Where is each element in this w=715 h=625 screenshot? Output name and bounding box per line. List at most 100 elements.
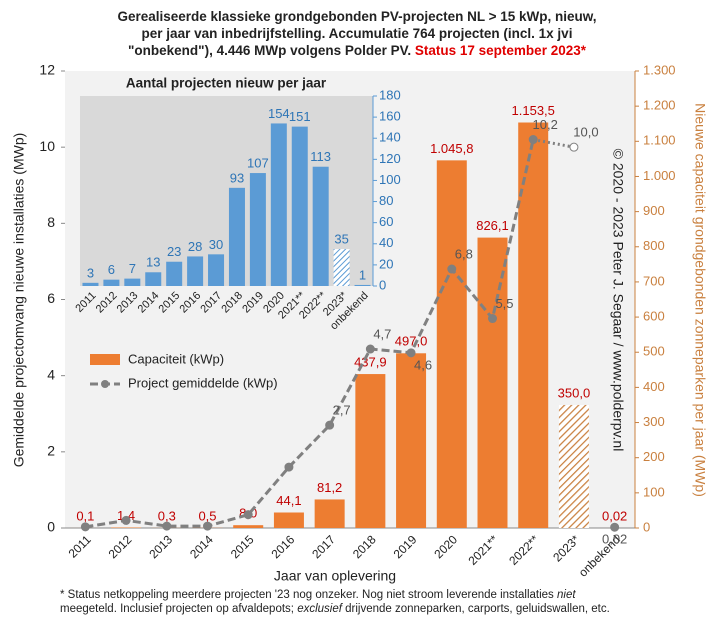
line-marker xyxy=(121,515,131,525)
inset-bar xyxy=(228,187,245,286)
y2-tick-label: 400 xyxy=(643,379,665,394)
inset-bar xyxy=(145,272,162,286)
x-tick-label: 2019 xyxy=(391,532,420,561)
inset-y-tick-label: 40 xyxy=(379,235,393,250)
bar-value-label: 44,1 xyxy=(276,493,301,508)
bar xyxy=(355,374,386,528)
y2-tick-label: 500 xyxy=(643,344,665,359)
footnote: meegeteld. Inclusief projecten op afvald… xyxy=(60,603,610,615)
y2-tick-label: 800 xyxy=(643,238,665,253)
inset-y-tick-label: 0 xyxy=(379,277,386,292)
bar-value-label: 1,4 xyxy=(117,508,135,523)
line-value-label: 10,2 xyxy=(533,117,558,132)
legend-swatch xyxy=(101,380,109,388)
inset-bar-label: 7 xyxy=(129,261,136,276)
y2-tick-label: 700 xyxy=(643,273,665,288)
title-line: per jaar van inbedrijfstelling. Accumula… xyxy=(142,26,573,41)
bar xyxy=(233,525,264,528)
bar-value-label: 0,3 xyxy=(158,508,176,523)
line-marker xyxy=(447,264,457,274)
footnote-part: meegeteld. Inclusief projecten op afvald… xyxy=(60,603,297,615)
line-marker xyxy=(325,420,335,430)
line-marker xyxy=(284,462,294,472)
inset-bar-label: 23 xyxy=(167,244,181,259)
title-line: "onbekend"), 4.446 MWp volgens Polder PV… xyxy=(128,43,415,58)
inset-title: Aantal projecten nieuw per jaar xyxy=(126,76,327,91)
y2-tick-label: 1.300 xyxy=(643,62,676,77)
x-tick-label: 2021** xyxy=(465,532,501,568)
line-marker xyxy=(406,348,416,358)
inset-bar xyxy=(333,249,350,286)
footnote-part: * Status netkoppeling meerdere projecten… xyxy=(60,589,557,601)
x-tick-label: 2022** xyxy=(506,532,542,568)
x-tick-label: 2017 xyxy=(309,532,338,561)
bar xyxy=(396,353,427,528)
inset-bar-label: 151 xyxy=(289,109,311,124)
line-value-label: 4,7 xyxy=(373,326,391,341)
line-value-label: 10,0 xyxy=(573,125,598,140)
y-tick-label: 4 xyxy=(47,366,55,382)
title-line: Gerealiseerde klassieke grondgebonden PV… xyxy=(117,9,596,24)
inset-y-tick-label: 100 xyxy=(379,172,401,187)
footnote-part: drijvende zonneparken, carports, geluids… xyxy=(342,603,610,615)
bar xyxy=(477,237,508,529)
line-value-label: 0,02 xyxy=(602,532,627,547)
y-tick-label: 8 xyxy=(47,214,55,230)
footnote-part: exclusief xyxy=(297,603,344,615)
legend-label: Project gemiddelde (kWp) xyxy=(128,375,278,390)
y-tick-label: 2 xyxy=(47,443,55,459)
line-value-label: 5,5 xyxy=(495,296,513,311)
line-value-label: 6,8 xyxy=(455,246,473,261)
line-marker xyxy=(569,142,579,152)
x-tick-label: 2018 xyxy=(350,532,379,561)
inset-bar-label: 3 xyxy=(87,265,94,280)
series-line-dotted xyxy=(532,138,575,149)
x-tick-label: 2014 xyxy=(187,532,216,561)
y-tick-label: 10 xyxy=(39,138,55,154)
y2-tick-label: 900 xyxy=(643,203,665,218)
bar xyxy=(314,499,345,528)
inset-bar xyxy=(82,282,99,286)
inset-bar-label: 6 xyxy=(108,262,115,277)
legend-swatch xyxy=(90,354,120,365)
y-tick-label: 0 xyxy=(47,519,55,535)
x-tick-label: 2011 xyxy=(66,532,94,560)
y2-tick-label: 600 xyxy=(643,309,665,324)
inset-y-tick-label: 180 xyxy=(379,87,401,102)
chart-title: Gerealiseerde klassieke grondgebonden PV… xyxy=(117,9,596,24)
inset-bar xyxy=(208,254,225,286)
bar-value-label: 0,02 xyxy=(602,508,627,523)
inset-bar-label: 28 xyxy=(188,239,202,254)
inset-plot-area xyxy=(80,96,373,286)
inset-bar xyxy=(166,261,183,286)
inset-bar-label: 113 xyxy=(310,149,331,164)
legend-label: Capaciteit (kWp) xyxy=(128,351,224,366)
inset-bar xyxy=(312,166,329,286)
line-marker xyxy=(80,522,90,532)
y2-tick-label: 1.100 xyxy=(643,133,676,148)
inset-bar xyxy=(270,123,287,286)
x-tick-label: 2020 xyxy=(431,532,460,561)
series-line xyxy=(85,139,535,529)
bar xyxy=(273,512,304,528)
inset-bar xyxy=(103,279,120,286)
y-tick-label: 6 xyxy=(47,290,55,306)
y2-axis-label: Nieuwe capaciteit grondgebonden zonnepar… xyxy=(692,103,708,497)
x-tick-label: 2013 xyxy=(146,532,175,561)
y2-tick-label: 300 xyxy=(643,414,665,429)
inset-bar xyxy=(249,173,266,286)
footnote: * Status netkoppeling meerdere projecten… xyxy=(60,589,576,601)
line-value-label: 4,6 xyxy=(414,357,432,372)
inset-bar xyxy=(291,126,308,286)
line-value-label: 2,7 xyxy=(333,403,351,418)
inset-bar-label: 93 xyxy=(230,170,244,185)
inset-bar xyxy=(124,278,141,286)
inset-y-tick-label: 140 xyxy=(379,130,401,145)
inset-bar-label: 154 xyxy=(268,106,290,121)
line-marker xyxy=(610,522,620,532)
inset-bar-label: 1 xyxy=(359,267,366,282)
inset-y-tick-label: 80 xyxy=(379,193,393,208)
line-marker xyxy=(162,521,172,531)
footnote-part: niet xyxy=(557,589,576,601)
